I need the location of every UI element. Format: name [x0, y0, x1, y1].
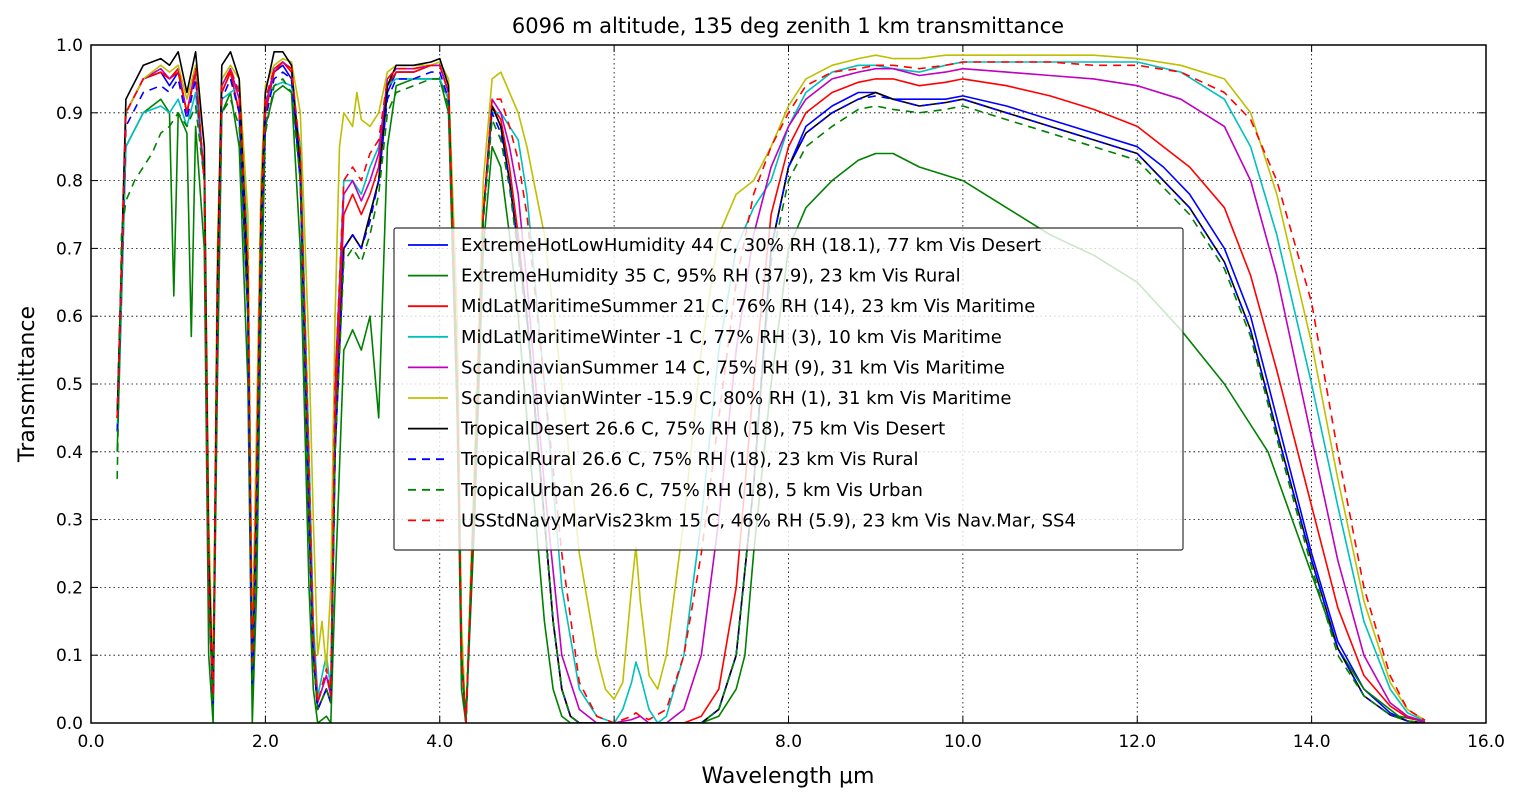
legend-box [393, 227, 1184, 551]
legend-label: TropicalRural 26.6 C, 75% RH (18), 23 km… [460, 449, 919, 470]
y-axis-label: Transmittance [15, 306, 40, 463]
x-axis-label: Wavelength μm [702, 764, 875, 789]
y-tick-label: 0.0 [56, 714, 83, 734]
legend-label: ExtremeHotLowHumidity 44 C, 30% RH (18.1… [461, 235, 1041, 256]
legend-label: TropicalUrban 26.6 C, 75% RH (18), 5 km … [460, 480, 923, 501]
y-axis: 0.0 0.1 0.2 0.3 0.4 0.5 0.6 0.7 0.8 0.9 1.0 [56, 36, 1486, 734]
series-line [116, 61, 1426, 723]
legend-label: USStdNavyMarVis23km 15 C, 46% RH (5.9), … [461, 510, 1076, 531]
series-line [116, 71, 1426, 723]
legend-label: MidLatMaritimeSummer 21 C, 76% RH (14), … [461, 296, 1035, 317]
x-tick-label: 10.0 [944, 732, 982, 752]
y-tick-label: 0.5 [56, 375, 83, 395]
y-tick-label: 0.2 [56, 578, 83, 598]
y-tick-label: 0.1 [56, 646, 83, 666]
series-line [116, 78, 1426, 723]
x-tick-label: 4.0 [426, 732, 453, 752]
y-tick-label: 0.7 [56, 239, 83, 259]
x-tick-label: 2.0 [252, 732, 279, 752]
x-axis: 0.0 2.0 4.0 6.0 8.0 10.0 12.0 14.0 16.0 [77, 45, 1505, 752]
y-tick-label: 0.8 [56, 172, 83, 192]
legend-label: TropicalDesert 26.6 C, 75% RH (18), 75 k… [460, 419, 945, 440]
chart-title: 6096 m altitude, 135 deg zenith 1 km tra… [512, 14, 1064, 38]
x-tick-label: 12.0 [1118, 732, 1156, 752]
x-tick-label: 16.0 [1467, 732, 1505, 752]
legend-label: ScandinavianWinter -15.9 C, 80% RH (1), … [461, 388, 1011, 409]
y-tick-label: 0.4 [56, 443, 83, 463]
legend-label: ExtremeHumidity 35 C, 95% RH (37.9), 23 … [461, 266, 961, 287]
y-tick-label: 1.0 [56, 36, 83, 56]
x-tick-label: 8.0 [775, 732, 802, 752]
legend-label: MidLatMaritimeWinter -1 C, 77% RH (3), 1… [461, 327, 1002, 348]
y-tick-label: 0.9 [56, 104, 83, 124]
x-tick-label: 14.0 [1293, 732, 1331, 752]
legend-label: ScandinavianSummer 14 C, 75% RH (9), 31 … [461, 357, 1005, 378]
legend: ExtremeHotLowHumidity 44 C, 30% RH (18.1… [393, 227, 1184, 551]
x-tick-label: 6.0 [601, 732, 628, 752]
y-tick-label: 0.6 [56, 307, 83, 327]
y-tick-label: 0.3 [56, 511, 83, 531]
x-tick-label: 0.0 [77, 732, 104, 752]
